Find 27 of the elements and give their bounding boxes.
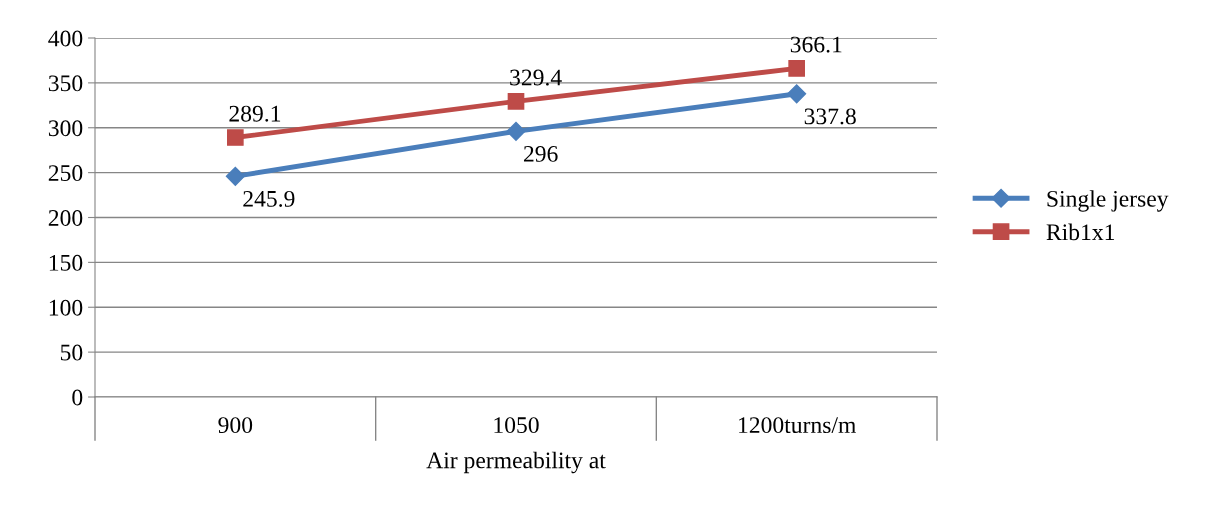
- point: [226, 129, 244, 146]
- y-tick-label: 350: [48, 75, 83, 92]
- y-tick-label: 0: [72, 389, 83, 406]
- data-label: 329.4: [510, 69, 562, 86]
- y-tick-label: 100: [49, 299, 83, 316]
- data-label: 337.8: [804, 108, 856, 125]
- point: [506, 121, 526, 141]
- data-label: 245.9: [243, 190, 295, 207]
- legend-label: Rib1x1: [1046, 223, 1115, 241]
- x-tick-label: 1200turns/m: [739, 417, 856, 434]
- x-tick-label: 1050: [494, 417, 539, 434]
- data-label: 289.1: [229, 105, 281, 122]
- point: [507, 93, 525, 110]
- x-tick-label: 900: [218, 417, 253, 434]
- point: [788, 60, 806, 77]
- x-axis-title: Air permeability at: [426, 451, 606, 474]
- y-tick-label: 250: [48, 165, 83, 182]
- y-tick-label: 150: [49, 254, 83, 271]
- y-tick-label: 400: [48, 30, 83, 47]
- legend-label: Single jersey: [1047, 190, 1169, 212]
- data-label: 296: [523, 145, 558, 162]
- data-label: 366.1: [790, 36, 842, 53]
- y-tick-label: 200: [48, 209, 83, 226]
- y-tick-label: 300: [48, 120, 83, 137]
- point: [225, 166, 245, 186]
- y-tick-label: 50: [60, 344, 83, 361]
- point: [787, 84, 807, 104]
